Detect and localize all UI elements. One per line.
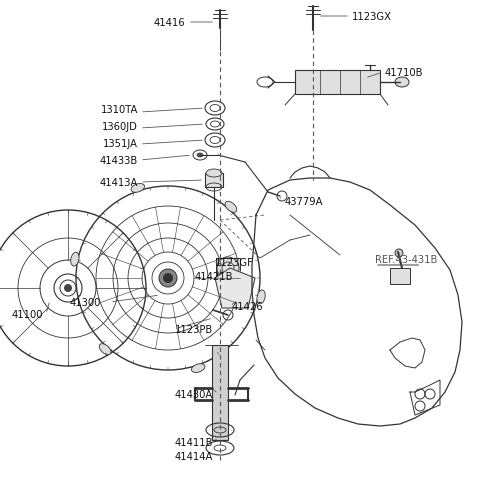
Text: 41430A: 41430A [175, 390, 213, 400]
Text: 41433B: 41433B [100, 156, 138, 166]
Polygon shape [215, 268, 255, 308]
Circle shape [163, 273, 173, 283]
Circle shape [64, 284, 72, 292]
Ellipse shape [71, 252, 79, 266]
Ellipse shape [206, 169, 222, 177]
Bar [295, 70, 380, 94]
Text: 1310TA: 1310TA [101, 105, 138, 115]
Text: 41300: 41300 [70, 298, 101, 308]
Text: 41100: 41100 [12, 310, 44, 320]
Text: 1123GF: 1123GF [215, 258, 254, 268]
Ellipse shape [99, 344, 111, 355]
Circle shape [159, 269, 177, 287]
Text: 41426: 41426 [232, 302, 264, 312]
Text: 41411B: 41411B [175, 438, 214, 448]
Text: 1123GX: 1123GX [352, 12, 392, 22]
Circle shape [395, 249, 403, 257]
Ellipse shape [192, 364, 205, 372]
Ellipse shape [395, 77, 409, 87]
Text: REF.43-431B: REF.43-431B [375, 255, 437, 265]
Bar [216, 258, 240, 278]
Text: 41413A: 41413A [100, 178, 138, 188]
Ellipse shape [131, 184, 144, 192]
Text: 41421B: 41421B [195, 272, 233, 282]
Text: 41416: 41416 [154, 18, 185, 28]
Text: 1123PB: 1123PB [175, 325, 213, 335]
Ellipse shape [225, 201, 237, 212]
Bar [205, 173, 223, 187]
Bar [212, 345, 228, 440]
Text: 1351JA: 1351JA [103, 139, 138, 149]
Text: 41710B: 41710B [385, 68, 423, 78]
Ellipse shape [257, 290, 265, 304]
Text: 41414A: 41414A [175, 452, 214, 462]
Bar [390, 268, 410, 284]
Text: 1360JD: 1360JD [102, 122, 138, 132]
Ellipse shape [197, 153, 203, 157]
Text: 43779A: 43779A [285, 197, 324, 207]
